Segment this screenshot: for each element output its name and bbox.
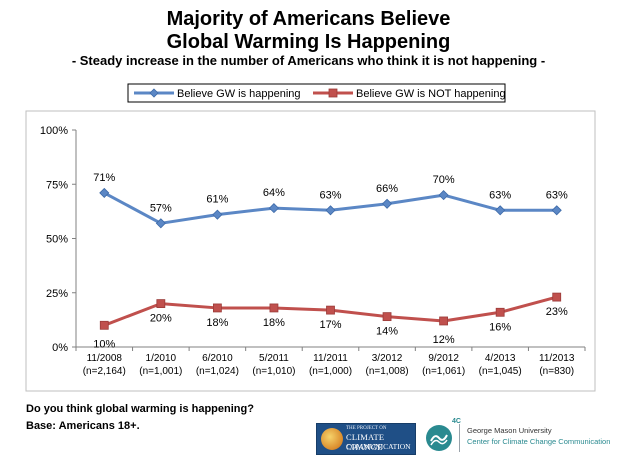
logo-line1: CLIMATE CHANGE: [346, 432, 385, 452]
data-label-1: 16%: [489, 321, 511, 333]
data-point-0: [99, 187, 110, 198]
data-label-0: 66%: [376, 183, 398, 195]
x-tick-sublabel: (n=1,008): [366, 366, 409, 377]
data-label-1: 14%: [376, 326, 398, 338]
logo-divider: [459, 424, 460, 452]
x-tick-label: 5/2011: [259, 353, 289, 364]
data-point-1: [439, 316, 449, 326]
data-label-1: 10%: [93, 338, 115, 350]
line-chart: Believe GW is happening Believe GW is NOT…: [25, 83, 596, 392]
logo-line2: COMMUNICATION: [346, 442, 411, 451]
y-tick-label: 100%: [40, 125, 68, 137]
data-point-0: [551, 205, 562, 216]
gmu-center: Center for Climate Change Communication: [467, 437, 611, 446]
yale-climate-logo: THE PROJECT ON CLIMATE CHANGE COMMUNICAT…: [316, 423, 416, 455]
gmu-name: George Mason University: [467, 426, 552, 435]
data-point-0: [212, 209, 223, 220]
data-label-0: 61%: [206, 194, 228, 206]
data-label-1: 23%: [546, 306, 568, 318]
y-tick-label: 25%: [46, 288, 68, 300]
data-label-1: 17%: [319, 319, 341, 331]
data-point-0: [155, 218, 166, 229]
plot-area-border: [25, 110, 596, 392]
footnote-question: Do you think global warming is happening…: [26, 403, 254, 415]
data-point-1: [495, 307, 505, 317]
data-point-1: [382, 312, 392, 322]
y-tick-label: 50%: [46, 234, 68, 246]
chart-title-line2: Global Warming Is Happening: [166, 31, 451, 53]
x-tick-sublabel: (n=1,061): [422, 366, 465, 377]
data-label-1: 18%: [263, 317, 285, 329]
x-tick-sublabel: (n=1,001): [139, 366, 182, 377]
x-tick-label: 11/2013: [539, 353, 575, 364]
x-tick-label: 11/2008: [87, 353, 123, 364]
legend-marker-1: [328, 88, 338, 98]
chart-subtitle: - Steady increase in the number of Ameri…: [71, 53, 546, 68]
data-point-1: [552, 292, 562, 302]
four-c-label: 4C: [452, 418, 461, 425]
data-label-1: 12%: [433, 334, 455, 346]
x-tick-label: 11/2011: [313, 353, 348, 364]
data-label-0: 63%: [489, 189, 511, 201]
data-label-1: 20%: [150, 313, 172, 325]
y-tick-label: 75%: [46, 179, 68, 191]
chart-title-line1: Majority of Americans Believe: [166, 8, 451, 30]
y-tick-label: 0%: [52, 342, 68, 354]
legend-marker-0: [149, 88, 159, 98]
data-point-0: [381, 198, 393, 209]
x-tick-sublabel: (n=2,164): [83, 366, 126, 377]
x-tick-sublabel: (n=1,010): [252, 366, 295, 377]
x-tick-label: 4/2013: [485, 353, 516, 364]
x-tick-label: 6/2010: [202, 353, 233, 364]
logo-small-text: THE PROJECT ON: [346, 426, 387, 431]
data-point-1: [326, 305, 335, 315]
four-c-logo-icon: [426, 425, 452, 451]
data-point-1: [99, 320, 109, 330]
x-tick-label: 3/2012: [372, 353, 403, 364]
data-label-0: 57%: [150, 202, 172, 214]
sun-icon: [321, 428, 343, 450]
data-label-0: 63%: [546, 189, 568, 201]
x-tick-sublabel: (n=1,000): [309, 366, 352, 377]
data-point-0: [495, 205, 506, 216]
legend-label-1: Believe GW is NOT happening: [356, 88, 506, 100]
x-tick-label: 9/2012: [428, 353, 459, 364]
x-tick-sublabel: (n=1,024): [196, 366, 239, 377]
data-point-0: [325, 205, 336, 216]
data-point-0: [268, 203, 280, 214]
x-tick-label: 1/2010: [146, 353, 177, 364]
data-point-1: [156, 299, 166, 309]
data-point-0: [438, 190, 449, 201]
data-point-1: [212, 303, 222, 313]
data-point-1: [269, 303, 279, 313]
footnote-base: Base: Americans 18+.: [26, 420, 140, 432]
data-label-0: 63%: [319, 189, 341, 201]
data-label-1: 18%: [206, 317, 228, 329]
x-tick-sublabel: (n=1,045): [479, 366, 522, 377]
x-tick-sublabel: (n=830): [539, 366, 574, 377]
data-label-0: 71%: [93, 172, 115, 184]
data-label-0: 70%: [433, 174, 455, 186]
legend-label-0: Believe GW is happening: [177, 88, 301, 100]
data-label-0: 64%: [263, 187, 285, 199]
